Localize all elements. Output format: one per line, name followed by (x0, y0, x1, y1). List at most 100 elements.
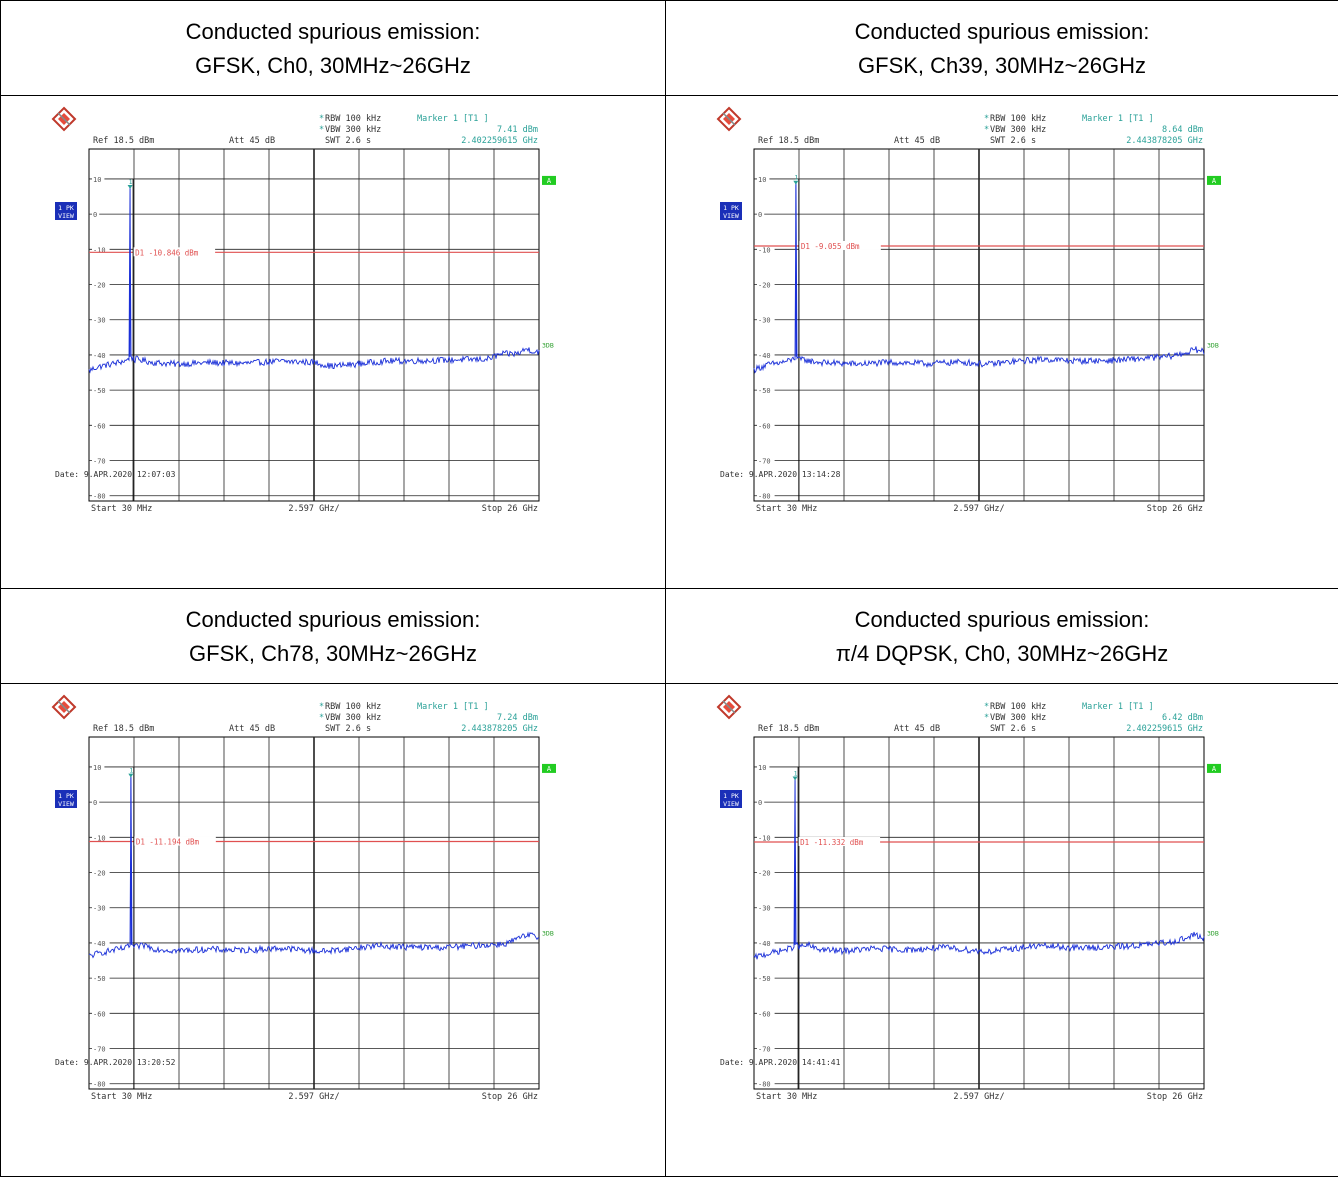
y-tick-label: -80 (758, 493, 771, 501)
y-tick-label: 10 (758, 764, 766, 772)
y-tick-label: -50 (93, 975, 106, 983)
rbw-label: RBW 100 kHz (990, 702, 1046, 712)
plot-title-line2: π/4 DQPSK, Ch0, 30MHz~26GHz (666, 637, 1338, 671)
marker-level: 7.24 dBm (497, 713, 538, 723)
span-per-division: 2.597 GHz/ (288, 1092, 339, 1102)
y-tick-label: -40 (758, 352, 771, 360)
trace-label-line1: 1 PK (723, 792, 739, 800)
vbw-label: VBW 300 kHz (325, 713, 381, 723)
marker-label: Marker 1 [T1 ] (417, 702, 489, 712)
stop-frequency: Stop 26 GHz (1147, 1092, 1203, 1102)
y-tick-label: -40 (93, 352, 106, 360)
y-tick-label: -10 (758, 246, 771, 254)
start-frequency: Start 30 MHz (91, 1092, 152, 1102)
y-tick-label: -70 (93, 1046, 106, 1054)
marker-level: 8.64 dBm (1162, 125, 1203, 135)
stop-frequency: Stop 26 GHz (482, 1092, 538, 1102)
swt-label: SWT 2.6 s (325, 724, 371, 734)
tdb-badge-label: 3DB (1207, 341, 1219, 349)
vbw-star: * (319, 125, 324, 135)
start-frequency: Start 30 MHz (756, 504, 817, 514)
swt-label: SWT 2.6 s (990, 136, 1036, 146)
y-tick-label: -10 (758, 834, 771, 842)
marker-frequency: 2.402259615 GHz (461, 136, 538, 146)
marker-label: Marker 1 [T1 ] (417, 114, 489, 124)
y-tick-label: 0 (758, 799, 762, 807)
stop-frequency: Stop 26 GHz (1147, 504, 1203, 514)
vbw-star: * (984, 125, 989, 135)
ref-level: Ref 18.5 dBm (93, 724, 154, 734)
timestamp: Date: 9.APR.2020 12:07:03 (55, 470, 176, 479)
start-frequency: Start 30 MHz (91, 504, 152, 514)
marker-frequency: 2.443878205 GHz (461, 724, 538, 734)
display-line-label: D1 -11.194 dBm (136, 838, 200, 847)
y-tick-label: -70 (93, 458, 106, 466)
rbw-label: RBW 100 kHz (325, 702, 381, 712)
trace-label-line2: VIEW (723, 212, 739, 220)
y-tick-label: -60 (758, 1010, 771, 1018)
trace-label-line2: VIEW (723, 800, 739, 808)
span-per-division: 2.597 GHz/ (953, 504, 1004, 514)
vbw-label: VBW 300 kHz (990, 125, 1046, 135)
marker-level: 7.41 dBm (497, 125, 538, 135)
tdb-badge-label: 3DB (1207, 929, 1219, 937)
y-tick-label: -60 (758, 422, 771, 430)
rs-logo-icon (53, 108, 75, 130)
rs-logo-icon (718, 108, 740, 130)
trace-label-line2: VIEW (58, 800, 74, 808)
marker-level: 6.42 dBm (1162, 713, 1203, 723)
y-tick-label: -30 (93, 905, 106, 913)
tdb-badge-label: 3DB (542, 929, 554, 937)
span-per-division: 2.597 GHz/ (953, 1092, 1004, 1102)
tdb-badge-label: 3DB (542, 341, 554, 349)
attenuation: Att 45 dB (894, 136, 940, 146)
y-tick-label: -20 (758, 870, 771, 878)
y-tick-label: 0 (93, 211, 97, 219)
y-tick-label: 0 (758, 211, 762, 219)
marker-frequency: 2.402259615 GHz (1126, 724, 1203, 734)
trace-label-line1: 1 PK (723, 204, 739, 212)
y-tick-label: -40 (93, 940, 106, 948)
marker-number: 1 (794, 174, 798, 182)
y-tick-label: -80 (93, 1081, 106, 1089)
y-tick-label: -40 (758, 940, 771, 948)
trace-label-line1: 1 PK (58, 792, 74, 800)
attenuation: Att 45 dB (229, 724, 275, 734)
header-cell: Conducted spurious emission: π/4 DQPSK, … (666, 589, 1338, 684)
vbw-star: * (319, 713, 324, 723)
plot-title-line2: GFSK, Ch78, 30MHz~26GHz (1, 637, 665, 671)
timestamp: Date: 9.APR.2020 13:14:28 (720, 470, 841, 479)
y-tick-label: -20 (93, 870, 106, 878)
swt-label: SWT 2.6 s (325, 136, 371, 146)
stop-frequency: Stop 26 GHz (482, 504, 538, 514)
rs-logo-icon (53, 696, 75, 718)
marker-number: 1 (129, 178, 133, 186)
y-tick-label: -80 (93, 493, 106, 501)
vbw-label: VBW 300 kHz (990, 713, 1046, 723)
header-cell: Conducted spurious emission: GFSK, Ch78,… (1, 589, 666, 684)
plot-title-line1: Conducted spurious emission: (666, 589, 1338, 637)
start-frequency: Start 30 MHz (756, 1092, 817, 1102)
rbw-star: * (319, 114, 324, 124)
header-cell: Conducted spurious emission: GFSK, Ch0, … (1, 1, 666, 96)
y-tick-label: -50 (758, 975, 771, 983)
ref-level: Ref 18.5 dBm (758, 724, 819, 734)
timestamp: Date: 9.APR.2020 13:20:52 (55, 1058, 176, 1067)
rbw-label: RBW 100 kHz (990, 114, 1046, 124)
plot-title-line1: Conducted spurious emission: (1, 1, 665, 49)
span-per-division: 2.597 GHz/ (288, 504, 339, 514)
y-tick-label: 10 (93, 176, 101, 184)
y-tick-label: -10 (93, 246, 106, 254)
rbw-star: * (984, 114, 989, 124)
attenuation: Att 45 dB (894, 724, 940, 734)
